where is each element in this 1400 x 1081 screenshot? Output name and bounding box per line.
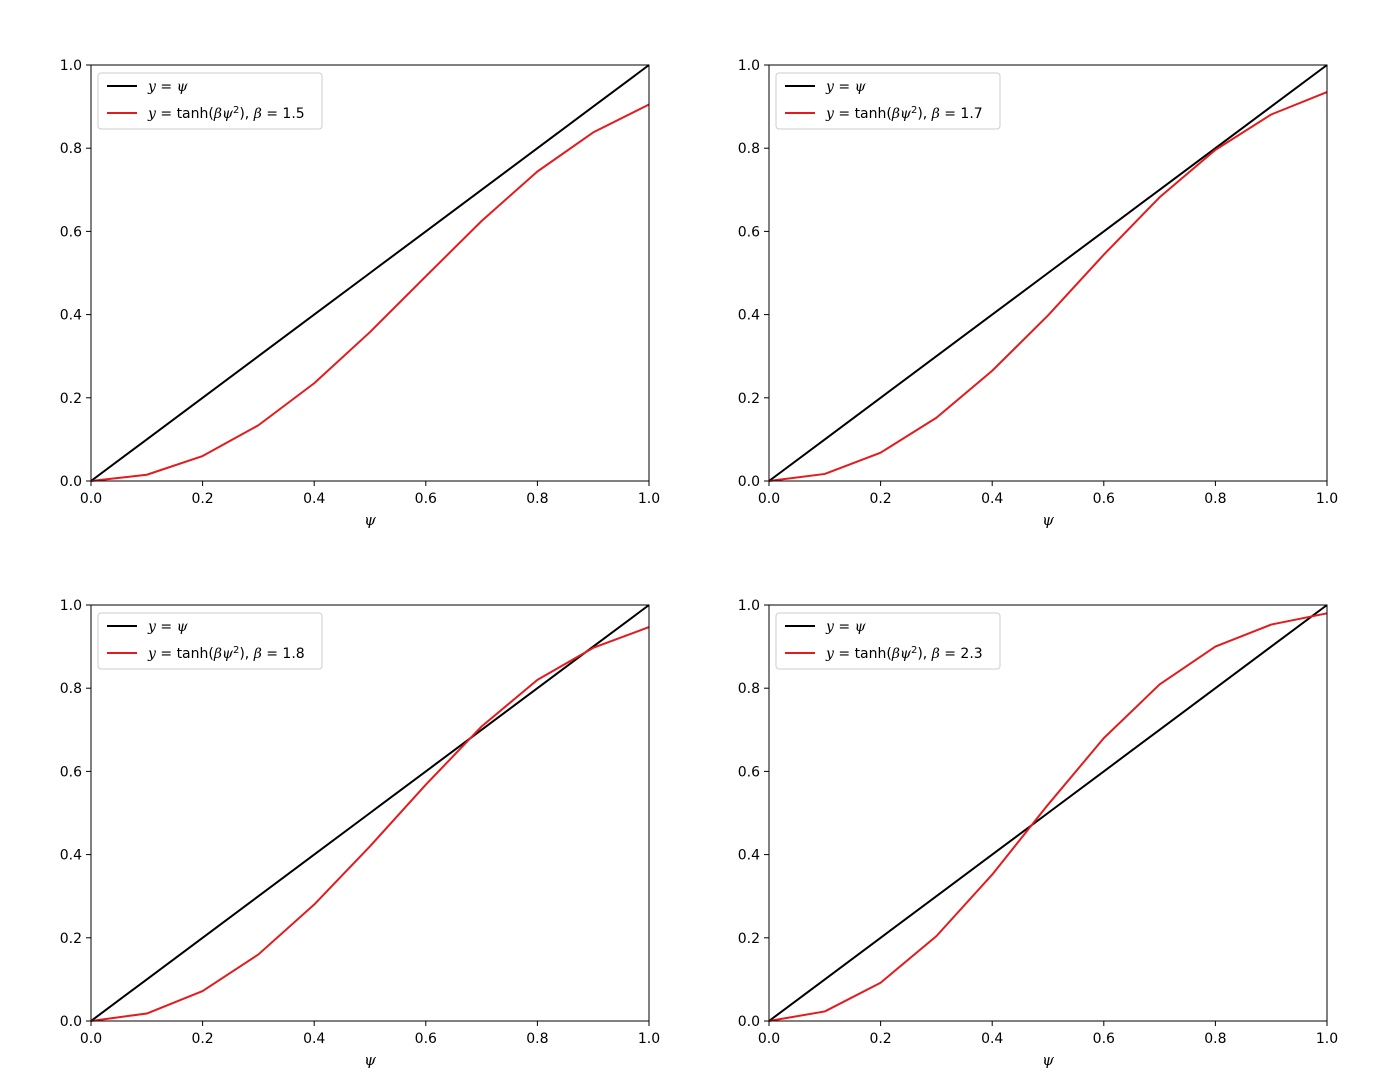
legend-entry: y = ψ — [825, 619, 867, 635]
legend-box — [775, 612, 1001, 670]
y-tick-label: 1.0 — [738, 58, 760, 74]
x-tick-label: 0.6 — [415, 491, 437, 507]
y-tick-label: 0.8 — [60, 141, 82, 157]
x-tick-label: 0.8 — [526, 1031, 548, 1047]
y-tick-label: 0.4 — [738, 848, 760, 864]
y-tick-label: 0.2 — [60, 391, 82, 407]
chart-panel-4: 0.0 0.2 0.4 0.6 0.8 1.0 0.0 0.2 0.4 0.6 0.8 1.0 ψ y =… — [738, 598, 1338, 1069]
x-tick-label: 0.8 — [526, 491, 548, 507]
series-line-1 — [90, 604, 650, 1022]
y-tick-label: 0.2 — [738, 931, 760, 947]
y-tick-label: 0.8 — [738, 141, 760, 157]
x-axis-label: ψ — [1042, 511, 1054, 529]
y-tick-label: 0.6 — [738, 764, 760, 780]
legend-entry: y = ψ — [147, 79, 189, 95]
axes-frame — [90, 604, 650, 1022]
series-line-2 — [90, 626, 650, 1022]
y-tick-label: 0.8 — [738, 681, 760, 697]
legend: y = ψ y = tanh(βψ2), β = 1.8 — [97, 612, 323, 670]
y-tick-label: 0.2 — [738, 391, 760, 407]
y-tick-label: 0.8 — [60, 681, 82, 697]
x-tick-label: 1.0 — [638, 491, 660, 507]
legend-entry: y = ψ — [147, 619, 189, 635]
x-tick-label: 0.2 — [191, 1031, 213, 1047]
x-tick-label: 0.0 — [758, 1031, 780, 1047]
y-tick-label: 1.0 — [738, 598, 760, 614]
y-tick-label: 0.0 — [738, 474, 760, 490]
x-axis-label: ψ — [1042, 1051, 1054, 1069]
y-tick-label: 0.2 — [60, 931, 82, 947]
x-tick-label: 0.4 — [981, 491, 1003, 507]
x-tick-label: 0.6 — [415, 1031, 437, 1047]
legend-box — [775, 72, 1001, 130]
x-tick-label: 1.0 — [638, 1031, 660, 1047]
y-tick-label: 0.6 — [60, 764, 82, 780]
x-tick-label: 0.6 — [1093, 1031, 1115, 1047]
legend-box — [97, 72, 323, 130]
x-axis-label: ψ — [364, 511, 376, 529]
chart-panel-2: 0.0 0.2 0.4 0.6 0.8 1.0 0.0 0.2 0.4 0.6 0.8 1.0 ψ y =… — [738, 58, 1338, 529]
x-tick-label: 1.0 — [1316, 1031, 1338, 1047]
y-tick-label: 0.4 — [738, 308, 760, 324]
x-tick-label: 0.4 — [303, 1031, 325, 1047]
series-line-2 — [768, 91, 1328, 482]
y-tick-label: 0.0 — [60, 1014, 82, 1030]
y-tick-label: 1.0 — [60, 58, 82, 74]
x-axis-label: ψ — [364, 1051, 376, 1069]
legend: y = ψ y = tanh(βψ2), β = 2.3 — [775, 612, 1001, 670]
x-tick-label: 0.8 — [1204, 1031, 1226, 1047]
y-tick-label: 0.0 — [60, 474, 82, 490]
y-tick-label: 0.0 — [738, 1014, 760, 1030]
legend: y = ψ y = tanh(βψ2), β = 1.5 — [97, 72, 323, 130]
x-tick-label: 1.0 — [1316, 491, 1338, 507]
legend: y = ψ y = tanh(βψ2), β = 1.7 — [775, 72, 1001, 130]
series-line-1 — [90, 64, 650, 482]
x-tick-label: 0.2 — [869, 491, 891, 507]
x-tick-label: 0.2 — [869, 1031, 891, 1047]
series-line-1 — [768, 64, 1328, 482]
x-tick-label: 0.0 — [758, 491, 780, 507]
chart-panel-3: 0.0 0.2 0.4 0.6 0.8 1.0 0.0 0.2 0.4 0.6 0.8 1.0 ψ y =… — [60, 598, 660, 1069]
series-line-1 — [768, 604, 1328, 1022]
y-tick-label: 0.6 — [60, 224, 82, 240]
x-tick-label: 0.4 — [981, 1031, 1003, 1047]
chart-panel-1: 0.0 0.2 0.4 0.6 0.8 1.0 0.0 0.2 0.4 0.6 0.8 1.0 ψ y =… — [60, 58, 660, 529]
x-tick-label: 0.0 — [80, 491, 102, 507]
y-tick-label: 0.4 — [60, 308, 82, 324]
legend-entry: y = tanh(βψ2), β = 1.5 — [147, 105, 305, 123]
y-tick-label: 0.6 — [738, 224, 760, 240]
axes-frame — [768, 64, 1328, 482]
y-tick-label: 1.0 — [60, 598, 82, 614]
series-line-2 — [768, 612, 1328, 1022]
legend-entry: y = tanh(βψ2), β = 1.8 — [147, 645, 305, 663]
y-tick-label: 0.4 — [60, 848, 82, 864]
legend-entry: y = ψ — [825, 79, 867, 95]
series-line-2 — [90, 103, 650, 482]
axes-frame — [768, 604, 1328, 1022]
axes-frame — [90, 64, 650, 482]
legend-entry: y = tanh(βψ2), β = 1.7 — [825, 105, 983, 123]
x-tick-label: 0.4 — [303, 491, 325, 507]
x-tick-label: 0.8 — [1204, 491, 1226, 507]
x-tick-label: 0.2 — [191, 491, 213, 507]
legend-entry: y = tanh(βψ2), β = 2.3 — [825, 645, 983, 663]
legend-box — [97, 612, 323, 670]
x-tick-label: 0.6 — [1093, 491, 1115, 507]
x-tick-label: 0.0 — [80, 1031, 102, 1047]
